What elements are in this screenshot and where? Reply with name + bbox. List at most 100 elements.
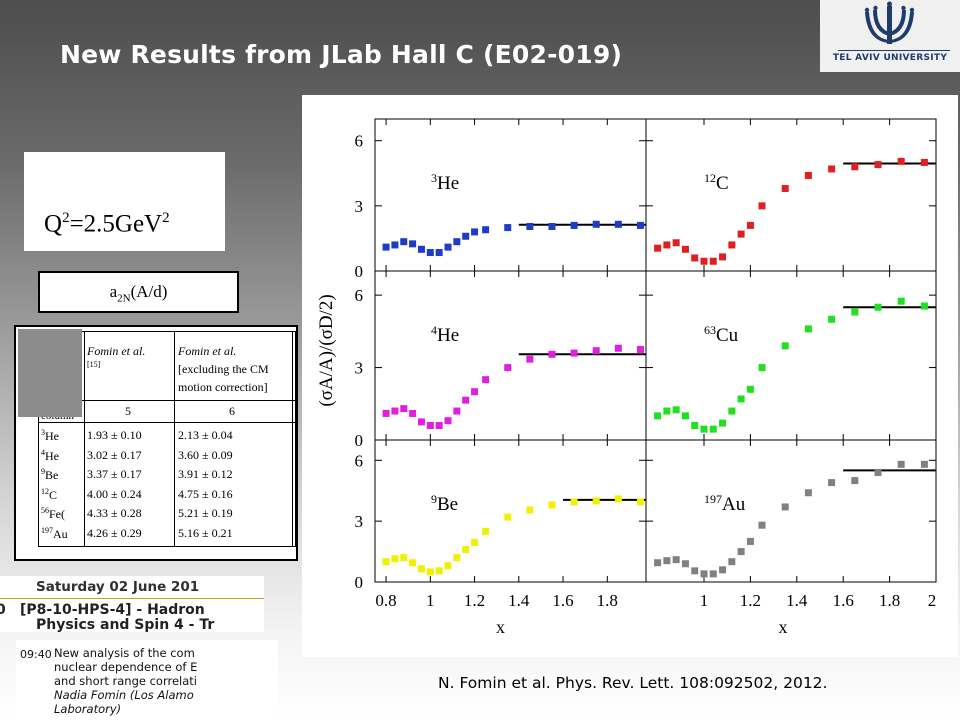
table-header-note-1: [excluding the CM (178, 362, 269, 376)
q2-label-box: Q2=2.5GeV2 (24, 152, 225, 251)
panel-nucleus-label: 9Be (431, 492, 458, 515)
data-point (471, 538, 479, 546)
slide-title: New Results from JLab Hall C (E02-019) (60, 40, 623, 69)
data-point (672, 406, 680, 414)
table-cell-col5: 4.26 ± 0.29 (87, 525, 142, 540)
data-point (570, 349, 578, 357)
data-point (719, 253, 727, 261)
y-tick-label: 0 (355, 573, 364, 592)
data-point (746, 221, 754, 229)
data-point (719, 566, 727, 574)
ratio-plot: 0 3 6 0 3 6 0 3 6 0.8 1 1.2 1.4 1.6 1.8 1 1.2 1.4 1.6 1.8 2 x… (302, 95, 958, 657)
data-point (804, 171, 812, 179)
data-point (804, 489, 812, 497)
data-point (382, 243, 390, 251)
table-header-col6: Fomin et al. (178, 344, 237, 358)
data-point (737, 548, 745, 556)
reference-citation: N. Fomin et al. Phys. Rev. Lett. 108:092… (438, 674, 828, 692)
data-point (636, 498, 644, 506)
data-point (700, 257, 708, 265)
data-point (526, 506, 534, 514)
plot-frame (374, 118, 937, 583)
table-row-nucleus: 3He (41, 428, 59, 443)
table-row-nucleus: 12C (41, 486, 58, 502)
results-table: Fomin et al. [15] Fomin et al. [excludin… (38, 331, 296, 547)
data-point (548, 350, 556, 358)
data-point (435, 567, 443, 575)
data-point (391, 241, 399, 249)
table-cell-col5: 4.00 ± 0.24 (87, 486, 142, 501)
y-tick-label: 6 (355, 451, 364, 470)
data-point (526, 222, 534, 230)
university-logo: TEL AVIV UNIVERSITY (820, 0, 960, 72)
data-point (672, 556, 680, 564)
table-cell-col6: 3.91 ± 0.12 (178, 467, 233, 481)
data-point (409, 409, 417, 417)
data-point (654, 559, 662, 567)
data-point (851, 163, 859, 171)
data-point (746, 385, 754, 393)
data-point (482, 226, 490, 234)
data-point (382, 558, 390, 566)
panel-nucleus-label: 197Au (704, 492, 746, 515)
data-point (828, 479, 836, 487)
data-point (897, 297, 905, 305)
a2n-label: a2N(A/d) (109, 282, 168, 305)
data-point (700, 570, 708, 578)
y-tick-label: 6 (355, 132, 364, 151)
data-point (548, 501, 556, 509)
data-point (614, 220, 622, 228)
data-point (504, 364, 512, 372)
data-point (897, 157, 905, 165)
data-point (691, 254, 699, 262)
data-point (400, 238, 408, 246)
data-point (874, 468, 882, 476)
y-tick-label: 0 (355, 431, 364, 450)
results-table-frame: Fomin et al. [15] Fomin et al. [excludin… (14, 325, 298, 561)
schedule-left-digit: 0 (0, 602, 6, 618)
schedule-divider (0, 598, 264, 599)
table-cell-col6: 2.13 ± 0.04 (178, 428, 233, 442)
data-point (426, 249, 434, 257)
table-cell-col5: 1.93 ± 0.10 (87, 428, 142, 442)
data-point (417, 565, 425, 573)
panel-nucleus-label: 63Cu (704, 323, 739, 346)
data-point (828, 165, 836, 173)
data-point (570, 498, 578, 506)
table-mask (18, 329, 82, 417)
data-point (681, 245, 689, 253)
data-point (435, 249, 443, 257)
table-colnum-6: 6 (229, 404, 235, 418)
data-point (851, 308, 859, 316)
data-point (691, 422, 699, 430)
data-point (874, 161, 882, 169)
data-point (758, 521, 766, 529)
q2-label: Q2=2.5GeV2 (44, 210, 170, 238)
data-point (435, 422, 443, 430)
data-point (709, 425, 717, 433)
table-colnum-5: 5 (125, 404, 131, 418)
data-point (758, 202, 766, 210)
data-point (471, 228, 479, 236)
data-point (417, 245, 425, 253)
x-tick-label: 1 (700, 591, 709, 610)
data-point (482, 376, 490, 384)
data-point (409, 559, 417, 567)
data-point (444, 562, 452, 570)
x-tick-label: 1.8 (879, 591, 900, 610)
table-cell-col6: 4.75 ± 0.16 (178, 486, 233, 501)
data-point (828, 315, 836, 323)
data-point (920, 158, 928, 166)
data-point (681, 412, 689, 420)
table-header-col5: Fomin et al. (87, 344, 146, 358)
table-row-nucleus: 4He (41, 447, 59, 463)
data-point (709, 257, 717, 265)
data-point (746, 537, 754, 545)
table-cell-col5: 4.33 ± 0.28 (87, 506, 142, 520)
data-point (719, 419, 727, 427)
y-tick-label: 3 (355, 197, 364, 216)
talk-speaker: Nadia Fomin (Los Alamo (54, 688, 194, 702)
y-axis-label: (σA/A)/(σD/2) (316, 294, 337, 406)
panel-nucleus-label: 4He (431, 323, 459, 346)
logo-divider (838, 50, 950, 51)
